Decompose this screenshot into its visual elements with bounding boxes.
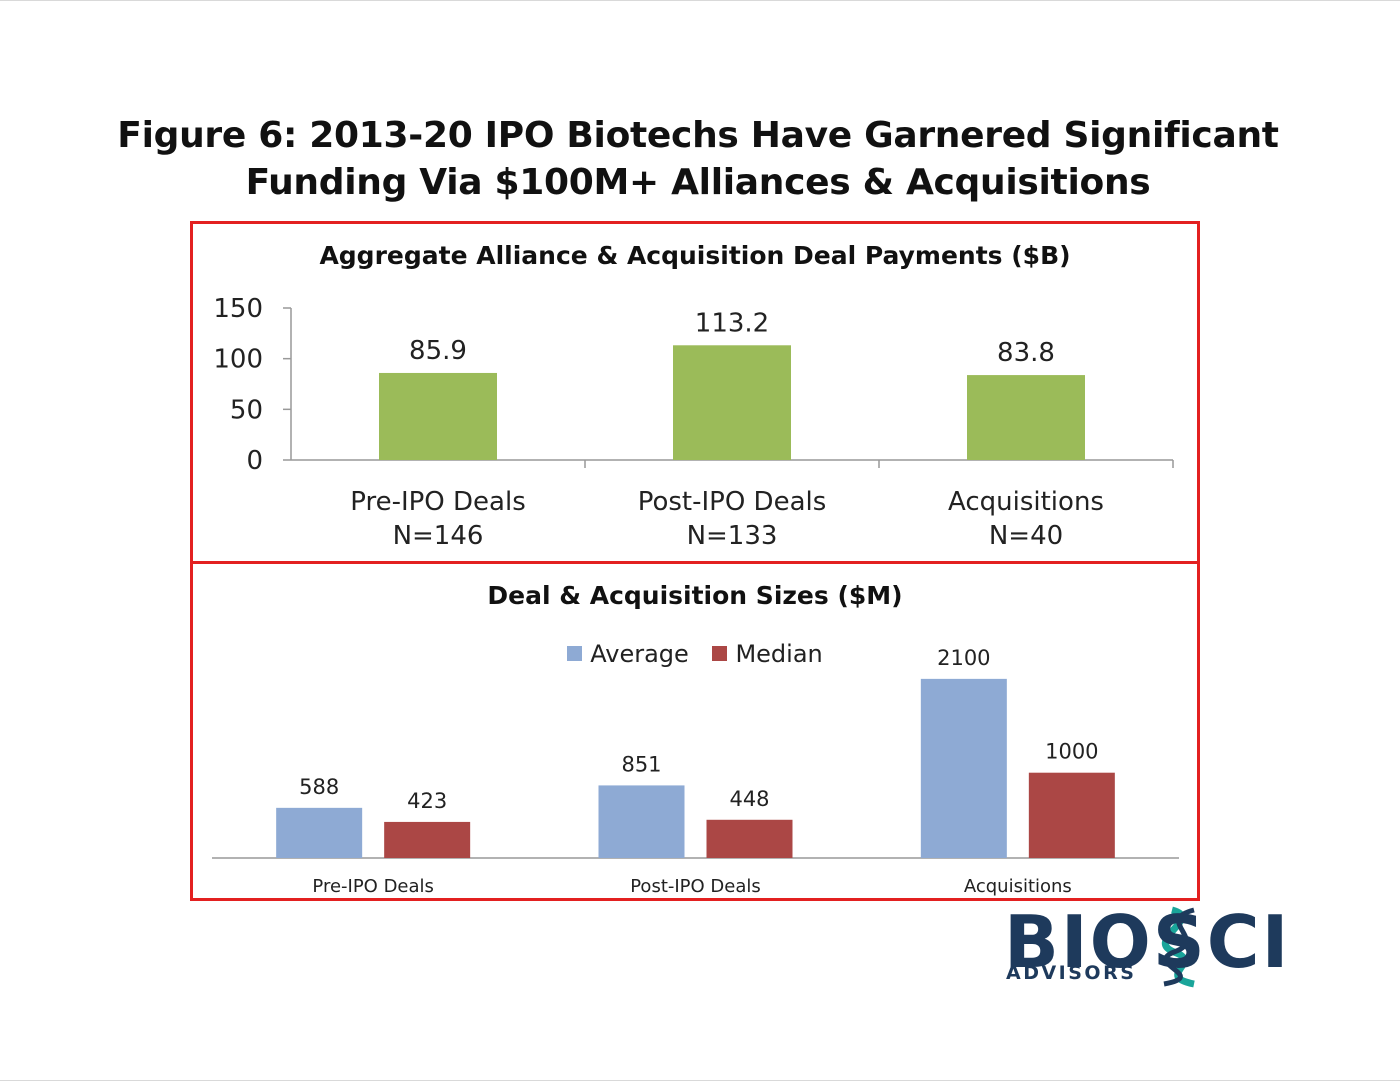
deal-sizes-legend: Average Median [193,640,1197,668]
biosci-advisors-logo: BIOSCI ADVISORS [1004,900,1304,990]
page-bottom-border [0,1080,1400,1081]
data-label: 1000 [1045,740,1098,764]
logo-helix-icon [1162,906,1195,988]
legend-swatch-average [567,645,583,661]
figure-title-line-1: Figure 6: 2013-20 IPO Biotechs Have Garn… [117,115,1279,156]
bar-acquisitions [967,375,1085,460]
figure-title-line-2: Funding Via $100M+ Alliances & Acquisiti… [245,162,1151,203]
legend-swatch-median [712,645,728,661]
bar-median-pre-ipo-deals [384,821,471,858]
data-label: 83.8 [997,338,1055,368]
bar-pre-ipo-deals [379,372,497,460]
page-top-border [0,0,1400,1]
bar-average-pre-ipo-deals [276,807,363,858]
bar-median-acquisitions [1028,772,1115,858]
y-tick-label: 50 [230,395,263,425]
data-label: 423 [407,789,447,813]
category-label: Post-IPO Deals [638,487,827,517]
legend-label-average: Average [590,640,689,668]
figure-title: Figure 6: 2013-20 IPO Biotechs Have Garn… [100,112,1296,206]
bar-average-post-ipo-deals [598,785,685,858]
deal-sizes-panel: Deal & Acquisition Sizes ($M) Average Me… [190,561,1200,901]
data-label: 85.9 [409,336,467,366]
category-label: Pre-IPO Deals [350,487,526,517]
y-tick-label: 150 [213,294,263,324]
data-label: 448 [729,787,769,811]
category-label: Acquisitions [964,876,1072,897]
data-label: 113.2 [695,308,769,338]
category-label: Pre-IPO Deals [312,876,434,897]
data-label: 588 [299,775,339,799]
legend-item-average: Average [567,640,689,668]
aggregate-payments-chart: 0 50 100 150 85.9 Pre-IPO Deals N=146 113.2 Post… [213,294,1174,551]
aggregate-payments-panel: Aggregate Alliance & Acquisition Deal Pa… [190,221,1200,564]
data-label: 851 [621,752,661,776]
aggregate-chart-title: Aggregate Alliance & Acquisition Deal Pa… [319,241,1071,270]
category-count-label: N=133 [687,521,778,551]
category-label: Post-IPO Deals [630,876,761,897]
category-label: Acquisitions [948,487,1104,517]
deal-sizes-chart-title: Deal & Acquisition Sizes ($M) [487,581,903,610]
legend-item-median: Median [712,640,823,668]
category-count-label: N=146 [393,521,484,551]
bar-average-acquisitions [920,678,1007,858]
data-label: 2100 [937,646,990,670]
y-tick-label: 100 [213,345,263,375]
bar-post-ipo-deals [673,345,791,460]
logo-wordmark: BIOSCI [1004,900,1291,984]
category-count-label: N=40 [989,521,1063,551]
bar-median-post-ipo-deals [706,819,793,858]
y-tick-label: 0 [246,446,263,476]
deal-sizes-chart: 588 423 Pre-IPO Deals 851 448 Post-IPO Deals 2… [212,646,1179,897]
logo-subtitle: ADVISORS [1006,962,1137,984]
legend-label-median: Median [735,640,823,668]
